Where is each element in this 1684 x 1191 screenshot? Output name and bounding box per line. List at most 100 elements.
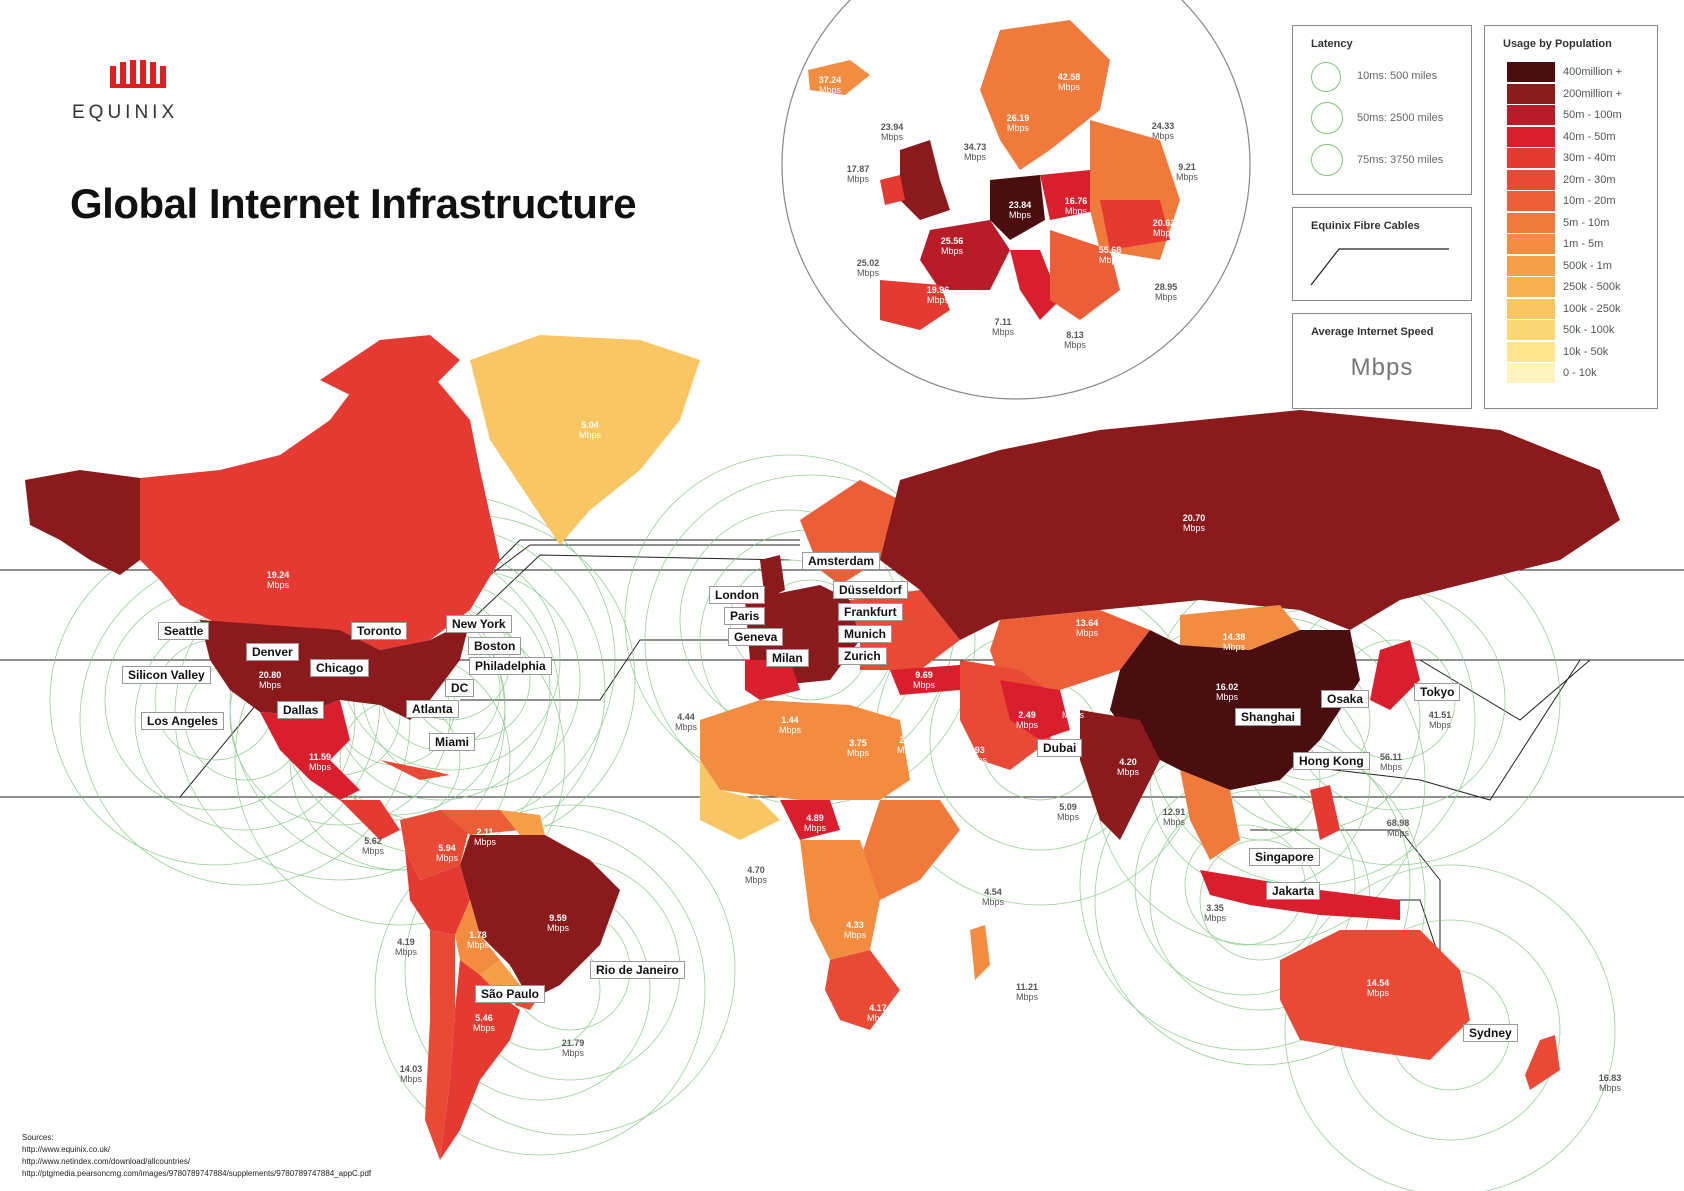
speed-label-mongolia: 14.38 Mbps: [1223, 632, 1246, 652]
city-label: Paris: [724, 607, 766, 625]
speed-label-taiwan: 56.11 Mbps: [1380, 752, 1402, 772]
speed-unit: Mbps: [843, 930, 867, 940]
speed-label-venezuela: 2.11 Mbps: [474, 827, 496, 847]
speed-label-india: 4.20 Mbps: [1117, 757, 1139, 777]
city-label: Amsterdam: [802, 552, 881, 570]
usage-legend-item: 400million +: [1507, 62, 1647, 82]
speed-label-eu_italy: 7.11 Mbps: [992, 317, 1014, 337]
russia: [880, 410, 1620, 640]
city-label: Seattle: [158, 622, 210, 640]
australia: [1280, 930, 1470, 1060]
speed-unit: Mbps: [1203, 913, 1227, 923]
usage-swatch: [1507, 298, 1555, 319]
speed-label-eu_france: 25.56 Mbps: [941, 236, 964, 256]
speed-value: 25.02: [856, 258, 880, 268]
usage-legend-item: 500k - 1m: [1507, 255, 1647, 276]
speed-unit: Mbps: [1182, 523, 1205, 533]
speed-title: Average Internet Speed: [1311, 326, 1434, 338]
usage-legend-item: 0 - 10k: [1507, 363, 1647, 383]
speed-value: 3.75: [849, 738, 867, 748]
eu-scandinavia: [980, 20, 1110, 170]
speed-unit: Mbps: [1175, 172, 1199, 182]
source-link[interactable]: http://ptgmedia.pearsoncmg.com/images/97…: [22, 1169, 372, 1178]
speed-label-srilanka: 12.91 Mbps: [1163, 807, 1186, 827]
speed-unit: Mbps: [926, 295, 949, 305]
usage-legend-item: 40m - 50m: [1507, 126, 1647, 147]
speed-value: 14.38: [1222, 632, 1246, 642]
latency-ring: [1284, 864, 1616, 1191]
speed-unit: Mbps: [1154, 292, 1177, 302]
mongolia: [1180, 605, 1300, 650]
speed-unit: Mbps: [744, 875, 768, 885]
speed-value: 12.91: [1162, 807, 1186, 817]
eu-germany: [990, 175, 1045, 240]
usage-legend-item: 30m - 40m: [1507, 148, 1647, 168]
speed-label-uruguay: 21.79 Mbps: [562, 1038, 585, 1058]
speed-value: 25.81: [1109, 97, 1133, 107]
speed-value: 1.44: [781, 715, 799, 725]
speed-label-eu_greece: 8.13 Mbps: [1064, 330, 1086, 350]
speed-value: 16.83: [1598, 1073, 1622, 1083]
source-link[interactable]: http://www.netindex.com/download/allcoun…: [22, 1157, 191, 1166]
sources-label: Sources:: [22, 1133, 54, 1142]
page-title: Global Internet Infrastructure: [70, 180, 637, 227]
speed-value: 19.24: [266, 570, 290, 580]
speed-value: 5.62: [364, 836, 382, 846]
usage-legend-item: 20m - 30m: [1507, 169, 1647, 190]
source-link[interactable]: http://www.equinix.co.uk/: [22, 1145, 111, 1154]
speed-value: 41.51: [1428, 710, 1452, 720]
usage-label: 50k - 100k: [1563, 324, 1615, 336]
usage-label: 20m - 30m: [1563, 173, 1616, 186]
japan: [1370, 640, 1420, 710]
latency-circle-icon: [1311, 102, 1343, 134]
speed-value: 13.64: [1075, 618, 1099, 628]
city-label: Boston: [468, 637, 522, 655]
city-label: Osaka: [1321, 690, 1370, 708]
eu-iceland: [808, 60, 870, 95]
speed-unit: Mbps: [561, 1048, 584, 1058]
speed-unit: Mbps: [1598, 1083, 1621, 1093]
usage-label: 500k - 1m: [1563, 259, 1612, 272]
usage-legend-item: 50k - 100k: [1507, 320, 1647, 340]
speed-value: 9.21: [1178, 162, 1196, 172]
city-label: Düsseldorf: [833, 581, 908, 599]
speed-label-russia: 20.70 Mbps: [1183, 513, 1206, 533]
speed-unit: Mbps: [940, 246, 963, 256]
iberia: [745, 660, 800, 700]
usage-legend-item: 1m - 5m: [1507, 234, 1647, 254]
latency-ring: [404, 804, 736, 1136]
speed-value: 4.70: [747, 865, 765, 875]
city-label: Tokyo: [1414, 683, 1461, 701]
usage-title: Usage by Population: [1503, 38, 1612, 50]
latency-label: 10ms: 500 miles: [1357, 70, 1438, 82]
city-label: Sydney: [1463, 1024, 1518, 1042]
speed-unit: Mbps: [1162, 817, 1185, 827]
peru: [405, 850, 470, 935]
usage-swatch: [1507, 212, 1555, 233]
india: [1080, 710, 1160, 840]
usage-label: 40m - 50m: [1563, 130, 1616, 143]
speed-value: 4.54: [984, 887, 1002, 897]
usage-label: 30m - 40m: [1563, 152, 1616, 164]
speed-value: 11.21: [1015, 982, 1039, 992]
speed-label-madagascar: 11.21 Mbps: [1016, 982, 1038, 1002]
city-label: Zurich: [838, 647, 887, 665]
latency-label: 50ms: 2500 miles: [1357, 112, 1444, 124]
city-label: Rio de Janeiro: [590, 961, 685, 979]
speed-unit: Mbps: [846, 748, 870, 758]
speed-unit: Mbps: [472, 1023, 496, 1033]
speed-label-eu_germany: 23.84 Mbps: [1009, 200, 1032, 220]
speed-unit: Mbps: [1379, 762, 1402, 772]
speed-value: 34.73: [963, 142, 987, 152]
speed-unit: Mbps: [803, 823, 827, 833]
speed-unit: Mbps: [964, 755, 988, 765]
speed-label-colombia: 5.94 Mbps: [436, 843, 458, 863]
speed-label-southafrica: 4.17 Mbps: [867, 1003, 889, 1023]
speed-unit: Mbps: [1386, 828, 1409, 838]
latency-circle-icon: [1311, 144, 1343, 176]
canada: [140, 360, 500, 650]
speed-label-mexico: 11.59 Mbps: [309, 752, 331, 772]
usage-label: 10k - 50k: [1563, 345, 1609, 358]
speed-unit: Mbps: [896, 745, 920, 755]
speed-unit: Mbps: [473, 837, 497, 847]
